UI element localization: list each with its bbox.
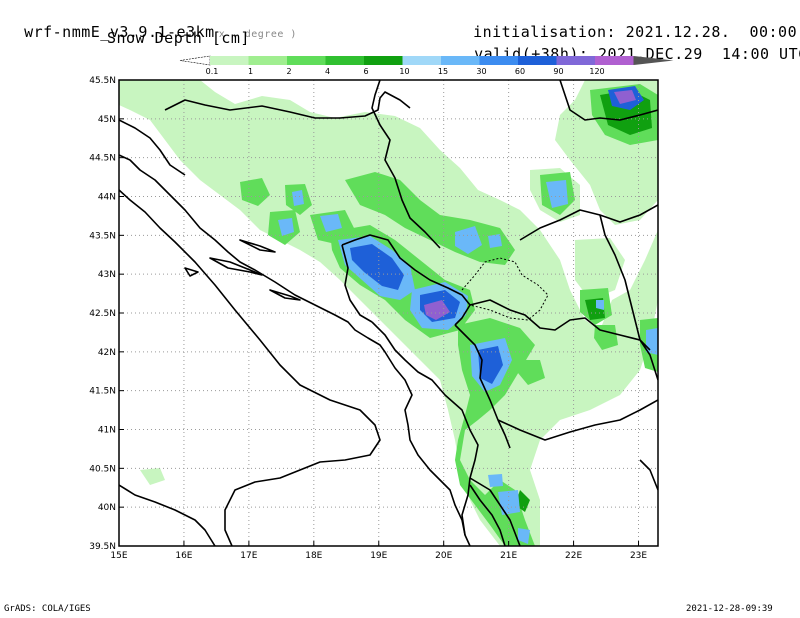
lon-label: 16E: [175, 551, 192, 561]
colorbar-label: 6: [363, 67, 368, 76]
border-greece-south: [469, 477, 521, 546]
border-albania-east: [454, 324, 511, 449]
island-2: [239, 239, 276, 253]
border-albania: [371, 321, 479, 536]
lat-tick-labels: 45.5N 45N 44.5N 44N 43.5N 43N 42.5N 42N 41.5N 41N…: [89, 76, 124, 552]
coastline-adriatic-east: [119, 154, 471, 546]
border-serbia-west: [371, 80, 441, 249]
lon-label: 20E: [435, 551, 452, 561]
colorbar-swatch: [402, 56, 441, 65]
coast-north-croatia: [119, 119, 186, 176]
lon-tick-labels: 15E 16E 17E 18E 19E 20E 21E 22E 23E: [110, 541, 647, 561]
lat-lon-grid: [119, 80, 658, 546]
footer-timestamp: 2021-12-28-09:39: [686, 604, 773, 614]
lat-label: 41.5N: [89, 387, 116, 397]
island-1: [209, 257, 263, 276]
lon-label: 21E: [500, 551, 517, 561]
init-time: initialisation: 2021.12.28. 00:00 UTC: [454, 8, 800, 40]
lat-label: 40N: [98, 503, 116, 513]
colorbar-swatch: [325, 56, 364, 65]
colorbar-label: 30: [476, 67, 486, 76]
lat-label: 39.5N: [89, 542, 116, 552]
colorbar-label: 15: [438, 67, 448, 76]
border-bulgaria: [599, 214, 658, 381]
colorbar: 0.1 1 2 4 6 10 15 30 60 90 120: [179, 55, 674, 76]
colorbar-swatch: [595, 56, 634, 65]
colorbar-swatch: [210, 56, 249, 65]
lon-label: 17E: [240, 551, 257, 561]
colorbar-swatch: [441, 56, 480, 65]
lon-label: 23E: [630, 551, 647, 561]
border-bih: [164, 91, 411, 119]
colorbar-label: 4: [325, 67, 330, 76]
init-value: 2021.12.28. 00:00 UTC: [625, 23, 798, 41]
border-montenegro-south: [341, 244, 373, 323]
colorbar-swatch: [556, 56, 595, 65]
lat-label: 41N: [98, 426, 116, 436]
colorbar-swatch: [248, 56, 287, 65]
colorbar-high-arrow: [633, 56, 674, 65]
border-kosovo: [461, 257, 549, 321]
lon-label: 18E: [305, 551, 322, 561]
model-name-text: wrf-nmmE_v3.9.1-e3km: [24, 23, 215, 41]
colorbar-label: 120: [589, 67, 604, 76]
border-romania: [559, 80, 658, 121]
lon-label: 22E: [565, 551, 582, 561]
lon-label: 15E: [110, 551, 127, 561]
coastline-italy: [119, 484, 216, 546]
lat-label: 43N: [98, 270, 116, 280]
border-bulgaria-east: [639, 459, 658, 491]
lat-label: 42N: [98, 348, 116, 358]
lat-label: 45.5N: [89, 76, 116, 86]
footer-credit: GrADS: COLA/IGES: [4, 604, 91, 614]
colorbar-label: 10: [399, 67, 409, 76]
lat-label: 42.5N: [89, 309, 116, 319]
lat-label: 44N: [98, 193, 116, 203]
border-macedonia: [469, 299, 651, 351]
island-3: [269, 289, 301, 301]
colorbar-swatch: [518, 56, 557, 65]
lat-label: 44.5N: [89, 154, 116, 164]
border-serbia-east: [519, 204, 658, 241]
init-label: initialisation:: [473, 23, 617, 41]
colorbar-swatch: [364, 56, 403, 65]
field-title: Snow Depth [cm]: [107, 29, 250, 47]
lat-label: 45N: [98, 115, 116, 125]
border-greece: [497, 399, 658, 441]
colorbar-swatch: [287, 56, 326, 65]
colorbar-label: 1: [248, 67, 253, 76]
colorbar-label: 90: [553, 67, 563, 76]
colorbar-label: 60: [515, 67, 525, 76]
model-name: wrf-nmmE_v3.9.1-e3km x . degree ): [5, 8, 297, 43]
model-name-suffix: x . degree ): [218, 29, 297, 40]
lat-label: 43.5N: [89, 231, 116, 241]
coastline-italy-south: [119, 189, 381, 546]
colorbar-swatch: [479, 56, 518, 65]
coastlines-borders: [119, 80, 658, 546]
border-montenegro: [341, 234, 471, 326]
lon-label: 19E: [370, 551, 387, 561]
colorbar-label: 2: [286, 67, 291, 76]
coastline-greece-west: [469, 484, 506, 546]
lat-label: 40.5N: [89, 464, 116, 474]
colorbar-low-arrow: [179, 55, 211, 66]
island-4: [184, 267, 199, 277]
colorbar-label: 0.1: [206, 67, 219, 76]
